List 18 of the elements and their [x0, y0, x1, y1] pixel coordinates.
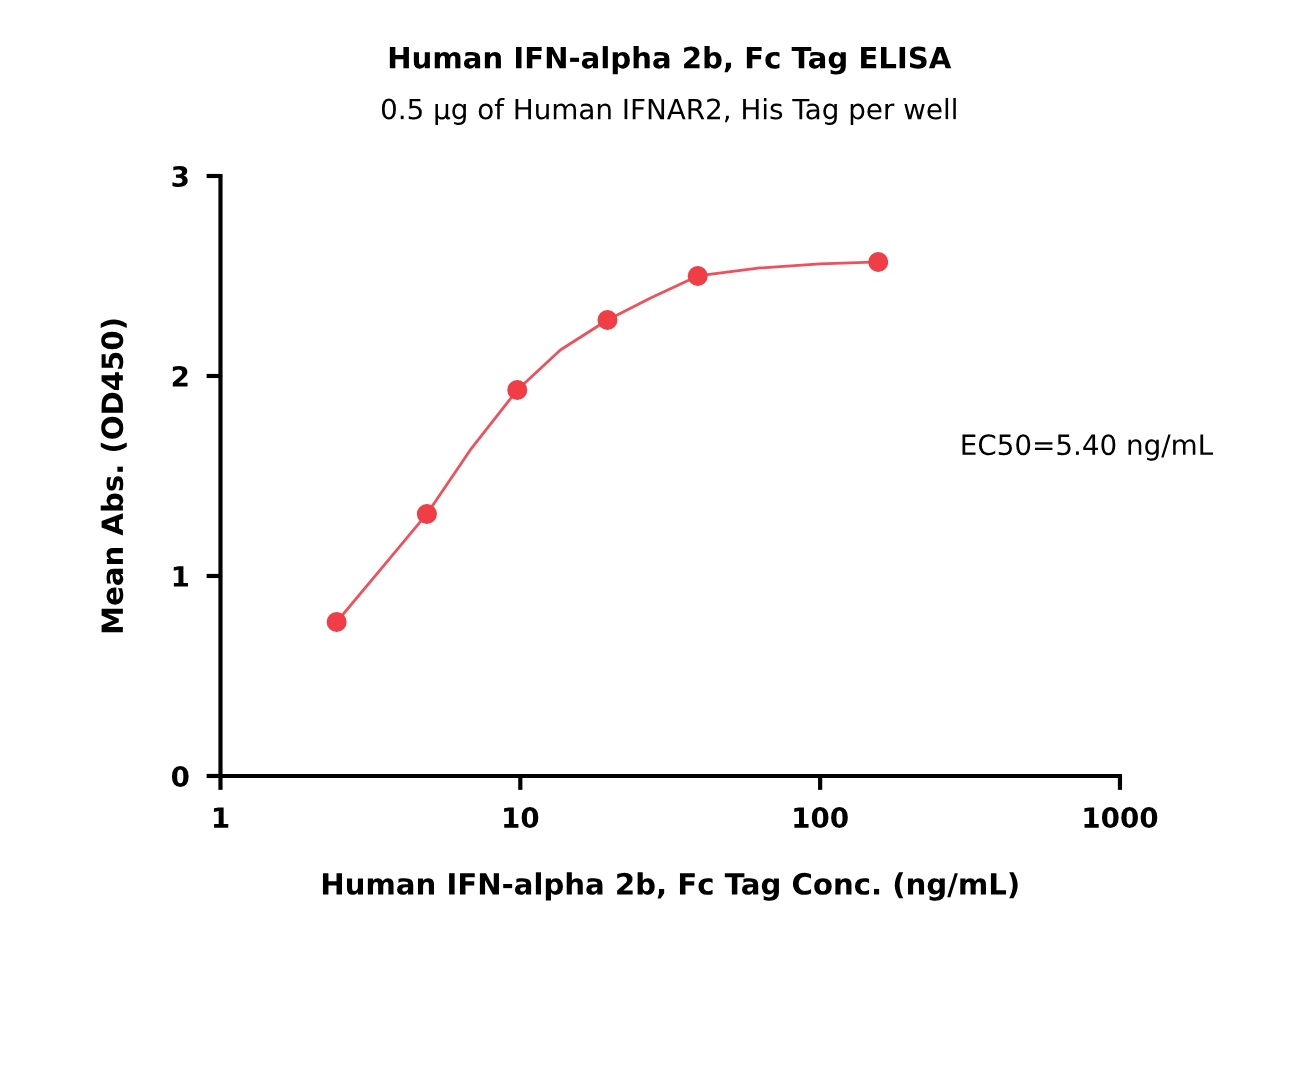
y-tick-label: 2 [172, 365, 188, 387]
point [507, 379, 528, 400]
chart-subtitle: 0.5 μg of Human IFNAR2, His Tag per well [381, 98, 956, 125]
x-tick-label: 100 [794, 807, 848, 829]
annotation: EC50=5.40 ng/mL [962, 434, 1214, 461]
point [597, 309, 618, 330]
x-tick-label: 10 [504, 807, 539, 829]
x-axis-title: Human IFN-alpha 2b, Fc Tag Conc. (ng/mL) [322, 872, 1018, 901]
y-axis-title: Mean Abs. (OD450) [100, 319, 127, 633]
x-tick-label: 1000 [1084, 807, 1158, 829]
point [687, 265, 708, 286]
point [326, 611, 347, 632]
chart-title: Human IFN-alpha 2b, Fc Tag ELISA [389, 46, 952, 75]
x-tick-label: 1 [213, 807, 229, 828]
point [416, 503, 437, 524]
y-tick-label: 3 [172, 165, 188, 187]
y-tick-label: 1 [173, 566, 189, 587]
y-tick-label: 0 [171, 765, 189, 787]
